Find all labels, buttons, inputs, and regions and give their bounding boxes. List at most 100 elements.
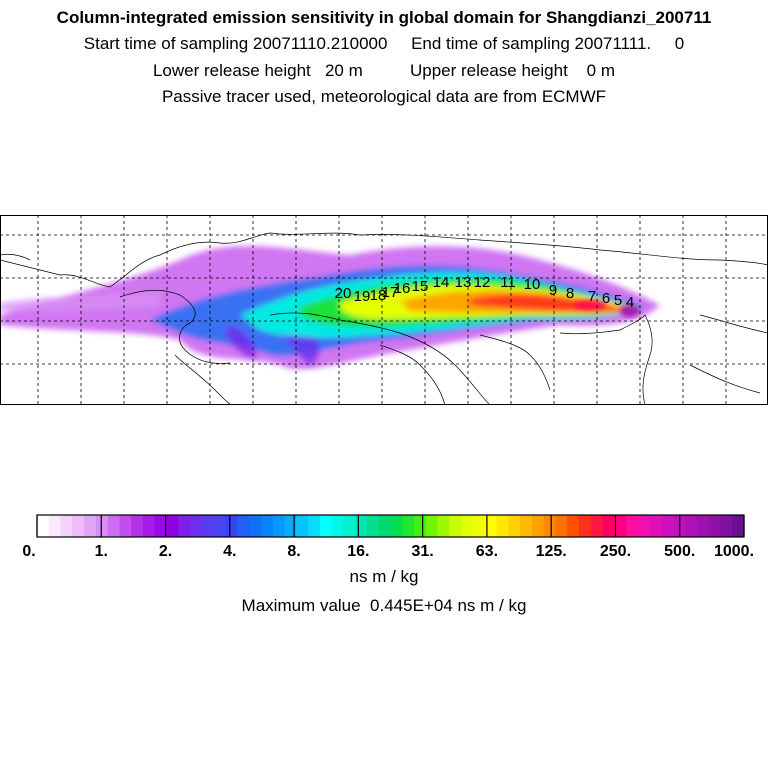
colorbar-cell xyxy=(555,515,568,537)
colorbar: 0. 1. 2. 4. 8. 16. 31. 63. 125. 250. 500. 1000. xyxy=(0,505,768,565)
colorbar-cell xyxy=(579,515,592,537)
colorbar-cell xyxy=(414,515,427,537)
colorbar-cell xyxy=(48,515,62,537)
graticule xyxy=(0,215,768,405)
colorbar-cell xyxy=(732,515,745,537)
colorbar-cell xyxy=(107,515,120,537)
maximum-value-label: Maximum value 0.445E+04 ns m / kg xyxy=(241,596,527,615)
colorbar-cell xyxy=(143,515,156,537)
sampling-time-line: Start time of sampling 20071110.210000 E… xyxy=(83,34,685,53)
colorbar-cell xyxy=(95,515,109,537)
colorbar-cell xyxy=(131,515,144,537)
trajectory-label: 17 xyxy=(382,284,399,301)
colorbar-cell xyxy=(84,515,97,537)
colorbar-cell xyxy=(37,515,50,537)
colorbar-cell xyxy=(296,515,309,537)
colorbar-cell xyxy=(72,515,85,537)
chart-title: Column-integrated emission sensitivity i… xyxy=(56,8,712,27)
colorbar-tick-label: 8. xyxy=(287,543,300,560)
trajectory-label: 15 xyxy=(412,278,429,295)
colorbar-tick-label: 0. xyxy=(22,543,35,560)
colorbar-cell xyxy=(366,515,380,537)
colorbar-cell xyxy=(614,515,627,537)
colorbar-tick-label: 250. xyxy=(600,543,631,560)
colorbar-cell xyxy=(201,515,215,537)
colorbar-tick-label: 4. xyxy=(223,543,236,560)
colorbar-cell xyxy=(543,515,556,537)
colorbar-frame xyxy=(36,514,745,538)
colorbar-cell xyxy=(520,515,533,537)
colorbar-tick-label: 500. xyxy=(664,543,695,560)
colorbar-cell xyxy=(425,515,439,537)
colorbar-cell xyxy=(225,515,238,537)
colorbar-cell xyxy=(343,515,356,537)
colorbar-cell xyxy=(60,515,73,537)
colorbar-cell xyxy=(402,515,415,537)
sensitivity-field xyxy=(0,245,660,370)
trajectory-label: 6 xyxy=(602,290,610,307)
colorbar-cell xyxy=(213,515,227,537)
colorbar-cell xyxy=(119,515,132,537)
trajectory-label: 18 xyxy=(370,287,387,304)
trajectory-label: 14 xyxy=(433,274,450,291)
release-height-line: Lower release height 20 m Upper release … xyxy=(152,61,616,80)
trajectory-label: 5 xyxy=(614,292,622,309)
colorbar-cell xyxy=(685,515,698,537)
colorbar-cell xyxy=(626,515,639,537)
colorbar-cell xyxy=(708,515,721,537)
colorbar-cell xyxy=(508,515,521,537)
colorbar-cell xyxy=(260,515,274,537)
colorbar-cell xyxy=(637,515,651,537)
colorbar-cell xyxy=(567,515,580,537)
colorbar-cells xyxy=(37,515,745,537)
colorbar-cell xyxy=(178,515,191,537)
trajectory-label: 12 xyxy=(474,274,491,291)
colorbar-tick-label: 2. xyxy=(159,543,172,560)
colorbar-cell xyxy=(378,515,391,537)
colorbar-cell xyxy=(166,515,179,537)
colorbar-tick-label: 63. xyxy=(476,543,498,560)
colorbar-tick-label: 16. xyxy=(347,543,369,560)
emission-sensitivity-map: 20 19 18 17 16 15 14 13 12 11 10 9 8 7 6 5 4 xyxy=(0,215,768,405)
colorbar-cell xyxy=(661,515,674,537)
trajectory-label: 10 xyxy=(524,276,541,293)
trajectory-label: 19 xyxy=(354,288,371,305)
colorbar-tick-labels: 0. 1. 2. 4. 8. 16. 31. 63. 125. 250. 500. 1000. xyxy=(22,543,754,560)
colorbar-cell xyxy=(272,515,285,537)
colorbar-cell xyxy=(602,515,615,537)
coastlines xyxy=(0,232,768,405)
colorbar-cell xyxy=(649,515,663,537)
trajectory-label: 11 xyxy=(500,274,516,291)
colorbar-cell xyxy=(331,515,344,537)
colorbar-cell xyxy=(472,515,486,537)
colorbar-cell xyxy=(590,515,604,537)
trajectory-label: 4 xyxy=(626,294,634,311)
trajectory-label: 7 xyxy=(588,288,596,305)
colorbar-units: ns m / kg xyxy=(349,567,419,586)
colorbar-tick-label: 1000. xyxy=(714,543,754,560)
colorbar-cell xyxy=(284,515,297,537)
colorbar-canvas: 0. 1. 2. 4. 8. 16. 31. 63. 125. 250. 500. 1000. xyxy=(22,514,754,560)
colorbar-cell xyxy=(461,515,474,537)
trajectory-label: 13 xyxy=(455,274,472,291)
colorbar-cell xyxy=(355,515,368,537)
colorbar-cell xyxy=(696,515,710,537)
colorbar-cell xyxy=(319,515,333,537)
trajectory-label: 20 xyxy=(335,285,352,302)
trajectory-label: 8 xyxy=(566,285,574,302)
colorbar-cell xyxy=(449,515,462,537)
colorbar-cell xyxy=(531,515,545,537)
colorbar-tick-label: 1. xyxy=(95,543,108,560)
colorbar-tick-label: 31. xyxy=(412,543,434,560)
colorbar-cell xyxy=(237,515,250,537)
colorbar-cell xyxy=(390,515,403,537)
colorbar-cell xyxy=(190,515,203,537)
colorbar-cell xyxy=(249,515,262,537)
colorbar-tick-label: 125. xyxy=(536,543,567,560)
colorbar-cell xyxy=(154,515,168,537)
trajectory-label: 16 xyxy=(394,280,411,297)
colorbar-cell xyxy=(484,515,498,537)
colorbar-cell xyxy=(437,515,450,537)
